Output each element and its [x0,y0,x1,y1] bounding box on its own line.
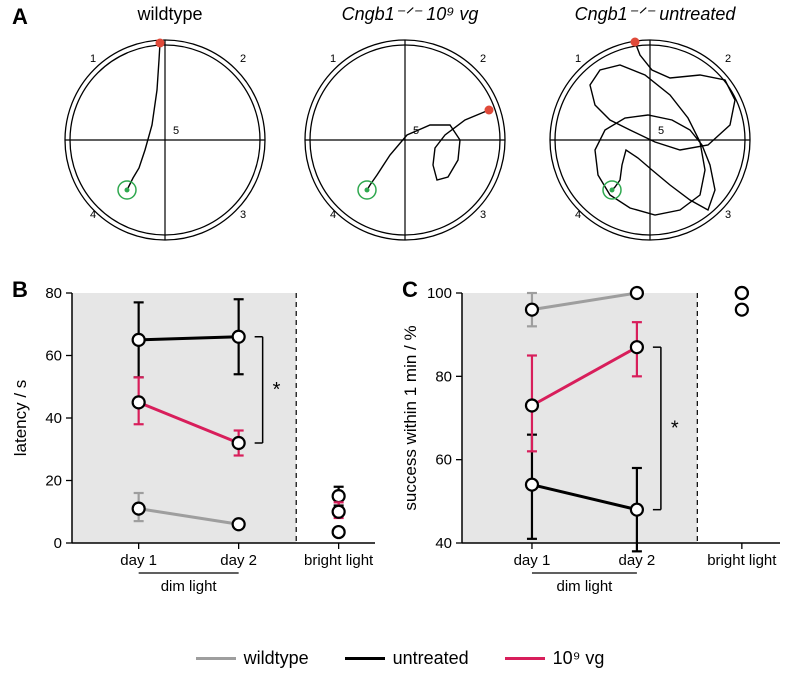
svg-text:2: 2 [240,53,246,65]
legend-swatch-untreated [345,657,385,660]
panel-a-title-treated: Cngb1⁻ᐟ⁻ 10⁹ vg [295,4,525,25]
svg-text:40: 40 [45,410,62,427]
figure-root: A wildtype Cngb1⁻ᐟ⁻ 10⁹ vg Cngb1⁻ᐟ⁻ untr… [0,0,800,678]
svg-text:3: 3 [240,209,246,221]
legend-label-untreated: untreated [393,648,469,669]
maze-plot-wt: 1 2 3 4 5 [55,30,275,250]
svg-text:day 2: day 2 [220,552,257,569]
panel-a: A wildtype Cngb1⁻ᐟ⁻ 10⁹ vg Cngb1⁻ᐟ⁻ untr… [0,0,800,260]
svg-text:80: 80 [435,368,452,385]
svg-text:day 2: day 2 [619,552,656,569]
svg-text:80: 80 [45,285,62,302]
svg-text:40: 40 [435,535,452,552]
svg-text:3: 3 [480,209,486,221]
svg-text:success within 1 min / %: success within 1 min / % [401,325,420,510]
legend-label-wt: wildtype [244,648,309,669]
svg-text:bright light: bright light [304,552,374,569]
panel-c-label: C [402,277,418,303]
svg-text:*: * [273,379,281,401]
svg-text:1: 1 [330,53,336,65]
svg-text:2: 2 [480,53,486,65]
legend-swatch-wt [196,657,236,660]
svg-text:60: 60 [435,452,452,469]
panel-a-title-untreated: Cngb1⁻ᐟ⁻ untreated [540,4,770,25]
svg-text:5: 5 [173,125,179,137]
figure-legend: wildtype untreated 10⁹ vg [0,644,800,672]
svg-text:dim light: dim light [557,578,614,595]
svg-text:2: 2 [725,53,731,65]
panel-b: B 0 20 40 60 80 latency / s day 1 day 2 bright l… [10,275,385,615]
svg-text:5: 5 [658,125,664,137]
latency-chart: 0 20 40 60 80 latency / s day 1 day 2 bright lig… [10,275,385,615]
legend-swatch-treated [505,657,545,660]
svg-text:1: 1 [90,53,96,65]
legend-item-wt: wildtype [196,648,309,669]
svg-text:bright light: bright light [707,552,777,569]
panel-c: C 40 60 80 100 success within 1 min / % day 1… [400,275,790,615]
panel-a-title-wt: wildtype [55,4,285,25]
svg-text:dim light: dim light [161,578,218,595]
legend-item-treated: 10⁹ vg [505,648,605,669]
svg-text:day 1: day 1 [514,552,551,569]
svg-text:1: 1 [575,53,581,65]
svg-text:4: 4 [575,209,581,221]
svg-text:60: 60 [45,348,62,365]
svg-text:latency / s: latency / s [11,380,30,457]
svg-text:3: 3 [725,209,731,221]
svg-text:day 1: day 1 [120,552,157,569]
panel-b-label: B [12,277,28,303]
svg-text:4: 4 [330,209,336,221]
success-chart: 40 60 80 100 success within 1 min / % day 1 da… [400,275,790,615]
legend-item-untreated: untreated [345,648,469,669]
svg-text:4: 4 [90,209,96,221]
svg-text:*: * [671,417,679,439]
svg-text:0: 0 [54,535,62,552]
legend-label-treated: 10⁹ vg [553,648,605,669]
maze-plot-untreated: 1 2 3 4 5 [540,30,760,250]
panel-a-label: A [12,4,28,30]
svg-text:100: 100 [427,285,452,302]
maze-plot-treated: 12345 [295,30,515,250]
svg-text:20: 20 [45,473,62,490]
